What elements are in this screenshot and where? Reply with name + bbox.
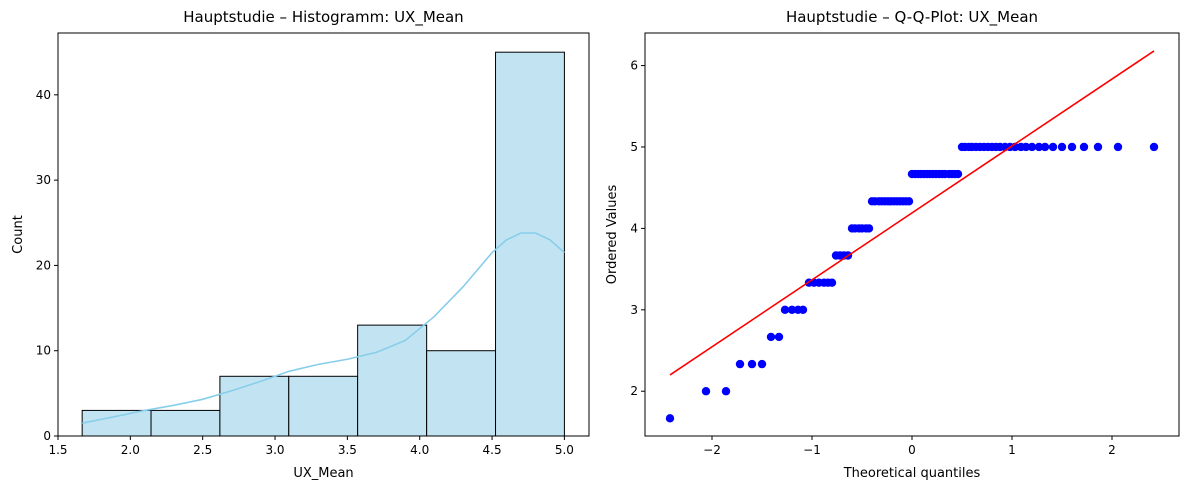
y-tick-label: 30 [36,173,51,187]
qq-point [747,359,757,369]
y-tick-label: 3 [630,303,638,317]
histogram-bar [495,51,565,437]
x-tick-label: 2.5 [193,443,212,457]
x-tick-label: 5.0 [555,443,574,457]
qq-point [1057,142,1067,152]
x-tick-label: 1 [1008,443,1016,457]
x-tick-label: 4.5 [483,443,502,457]
histogram-bar [357,324,428,437]
qq-xlabel: Theoretical quantiles [843,466,981,481]
x-tick-label: 3.0 [265,443,284,457]
qq-y-ticks: 2 3 4 5 6 [630,59,645,398]
histogram-panel: Hauptstudie – Histogramm: UX_Mean UX_Mea… [11,8,590,481]
y-tick-label: 40 [36,88,51,102]
qq-point [864,224,874,233]
qq-point [665,414,675,423]
qq-point [1067,142,1077,152]
qq-point [827,278,837,287]
histogram-bar [81,409,152,437]
histogram-bar [426,350,497,437]
y-tick-label: 6 [630,59,638,73]
histogram-x-ticks: 1.5 2.0 2.5 3.0 3.5 4.0 4.5 5.0 [48,436,574,457]
qq-point [1048,142,1058,152]
histogram-bar [219,375,290,437]
qq-point [787,305,797,315]
x-tick-label: 3.5 [338,443,357,457]
qq-point [721,387,731,396]
qq-ylabel: Ordered Values [605,185,620,285]
qq-title: Hauptstudie – Q-Q-Plot: UX_Mean [786,8,1038,27]
y-tick-label: 2 [630,384,638,398]
histogram-plot-area [81,51,565,437]
qq-point [1040,142,1050,152]
histogram-ylabel: Count [11,215,26,254]
qq-point [1034,142,1044,152]
qq-point [1027,142,1037,152]
qq-point [1021,142,1031,152]
y-tick-label: 10 [36,344,51,358]
x-tick-label: −1 [803,443,821,457]
qq-point [735,359,745,369]
qq-plot-area [665,50,1159,423]
qq-fit-line [669,50,1155,376]
histogram-y-ticks: 0 10 20 30 40 [36,88,58,443]
qq-point [780,305,790,315]
y-tick-label: 20 [36,258,51,272]
histogram-bar [288,375,359,437]
qq-point [757,359,767,369]
x-tick-label: −2 [703,443,721,457]
histogram-bar [150,409,221,437]
x-tick-label: 0 [908,443,916,457]
qq-point [774,332,784,342]
histogram-title: Hauptstudie – Histogramm: UX_Mean [183,8,463,27]
qq-point [766,332,776,342]
qq-point [904,197,914,206]
qq-x-ticks: −2 −1 0 1 2 [703,436,1116,457]
qq-point [1113,142,1123,152]
y-tick-label: 4 [630,221,638,235]
qq-plot-panel: Hauptstudie – Q-Q-Plot: UX_Mean Theoreti… [605,8,1180,481]
qq-point [798,305,808,315]
qq-point [1093,142,1103,152]
qq-axes-frame [644,32,1180,437]
kde-curve [82,232,565,424]
qq-point [1079,142,1089,152]
x-tick-label: 2.0 [121,443,140,457]
qq-point [701,387,711,396]
x-tick-label: 2 [1108,443,1116,457]
y-tick-label: 5 [630,140,638,154]
qq-point [1149,142,1159,152]
x-tick-label: 4.0 [410,443,429,457]
qq-point [953,169,963,179]
histogram-xlabel: UX_Mean [293,466,353,481]
x-tick-label: 1.5 [48,443,67,457]
histogram-axes-frame [57,32,590,437]
y-tick-label: 0 [43,429,51,443]
